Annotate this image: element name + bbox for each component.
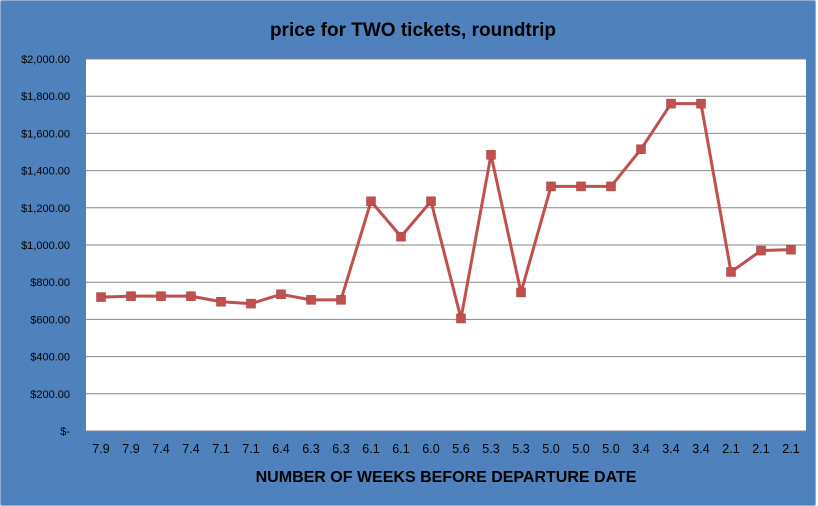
data-point xyxy=(366,196,376,207)
x-axis-tick-labels: 7.9 7.9 7.4 7.4 7.1 7.1 6.4 6.3 6.3 6.1 6.1 6.0 5.6 5… xyxy=(92,442,799,456)
data-point xyxy=(276,289,286,300)
x-tick-label: 3.4 xyxy=(632,442,649,456)
data-point xyxy=(336,295,346,305)
data-point xyxy=(396,231,406,242)
y-tick-label: $200.00 xyxy=(30,389,70,401)
y-tick-label: $1,200.00 xyxy=(21,203,70,215)
y-tick-label: $400.00 xyxy=(30,352,70,364)
data-point xyxy=(486,150,496,160)
x-axis-label: NUMBER OF WEEKS BEFORE DEPARTURE DATE xyxy=(256,469,637,486)
x-tick-label: 5.3 xyxy=(482,442,499,456)
x-tick-label: 6.0 xyxy=(422,442,439,456)
x-tick-label: 6.1 xyxy=(362,442,379,456)
x-tick-label: 5.3 xyxy=(512,442,529,456)
data-point xyxy=(756,245,766,256)
data-point xyxy=(246,298,256,309)
x-tick-label: 7.9 xyxy=(122,442,139,456)
data-point xyxy=(186,291,196,301)
data-point xyxy=(456,313,466,324)
y-tick-label: $- xyxy=(60,426,70,438)
data-point xyxy=(726,267,736,277)
data-point xyxy=(576,181,586,192)
series-layer xyxy=(96,98,796,324)
data-point xyxy=(126,291,136,301)
y-tick-label: $2,000.00 xyxy=(21,54,70,66)
data-point xyxy=(216,296,226,307)
y-tick-label: $1,800.00 xyxy=(21,91,70,103)
y-axis-tick-labels: $- $200.00 $400.00 $600.00 $800.00 $1,000.00 $… xyxy=(21,54,70,438)
data-point xyxy=(306,295,316,305)
y-tick-label: $1,000.00 xyxy=(21,240,70,252)
x-tick-label: 5.0 xyxy=(542,442,559,456)
data-point xyxy=(426,196,436,207)
data-point xyxy=(96,292,106,302)
x-tick-label: 3.4 xyxy=(692,442,709,456)
gridlines xyxy=(86,58,806,432)
data-point xyxy=(546,181,556,192)
chart-title: price for TWO tickets, roundtrip xyxy=(270,20,556,41)
x-tick-label: 2.1 xyxy=(782,442,799,456)
series-line xyxy=(100,102,792,320)
data-point xyxy=(636,144,646,154)
x-tick-label: 6.3 xyxy=(332,442,349,456)
x-tick-label: 7.1 xyxy=(212,442,229,456)
data-point xyxy=(786,244,796,255)
x-tick-label: 5.6 xyxy=(452,442,469,456)
y-tick-label: $1,400.00 xyxy=(21,166,70,178)
y-tick-label: $600.00 xyxy=(30,314,70,326)
x-tick-label: 7.4 xyxy=(152,442,169,456)
x-tick-label: 7.1 xyxy=(242,442,259,456)
x-tick-label: 6.3 xyxy=(302,442,319,456)
y-tick-label: $800.00 xyxy=(30,277,70,289)
x-tick-label: 2.1 xyxy=(752,442,769,456)
x-tick-label: 5.0 xyxy=(572,442,589,456)
data-point xyxy=(516,287,526,298)
x-tick-label: 6.4 xyxy=(272,442,289,456)
x-tick-label: 5.0 xyxy=(602,442,619,456)
data-point xyxy=(156,291,166,301)
x-tick-label: 6.1 xyxy=(392,442,409,456)
data-point xyxy=(606,181,616,192)
x-tick-label: 7.9 xyxy=(92,442,109,456)
y-tick-label: $1,600.00 xyxy=(21,128,70,140)
x-tick-label: 3.4 xyxy=(662,442,679,456)
x-tick-label: 2.1 xyxy=(722,442,739,456)
x-tick-label: 7.4 xyxy=(182,442,199,456)
data-point xyxy=(696,98,706,109)
data-point xyxy=(666,98,676,109)
